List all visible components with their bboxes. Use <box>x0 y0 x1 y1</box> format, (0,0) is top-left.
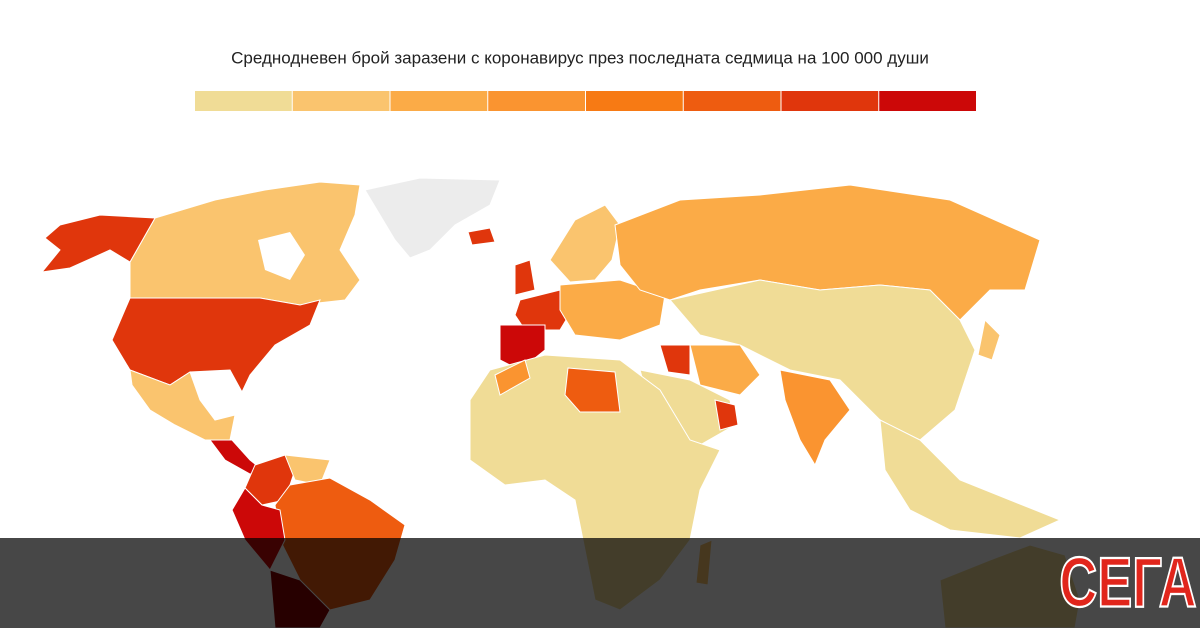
greenland <box>364 177 501 259</box>
india <box>779 369 851 467</box>
southeast-asia <box>879 419 1062 539</box>
legend-swatch <box>292 91 390 111</box>
logo: СЕГА <box>1059 544 1196 622</box>
legend-swatch <box>390 91 488 111</box>
mexico <box>129 369 236 441</box>
uk <box>514 259 536 296</box>
iceland <box>467 227 496 246</box>
scandinavia <box>549 204 621 283</box>
central-asia <box>669 279 976 441</box>
legend-swatch <box>195 91 292 111</box>
hudson-bay <box>258 232 305 280</box>
legend <box>195 91 976 111</box>
morocco <box>494 359 531 396</box>
overlay-band <box>0 538 1200 628</box>
legend-swatch <box>586 91 683 111</box>
japan <box>977 318 1001 361</box>
legend-swatch <box>879 91 976 111</box>
legend-swatch <box>488 91 585 111</box>
iran <box>689 344 761 396</box>
central-europe <box>559 279 666 341</box>
legend-swatch <box>683 91 781 111</box>
map-title: Среднодневен брой заразени с коронавирус… <box>231 48 929 67</box>
libya <box>564 367 621 413</box>
iraq <box>659 344 691 376</box>
alaska <box>40 214 156 273</box>
legend-swatch <box>781 91 879 111</box>
oman <box>714 399 739 431</box>
